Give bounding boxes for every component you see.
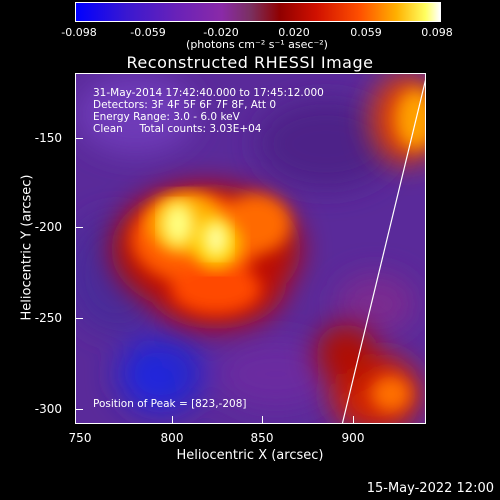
info-detectors: Detectors: 3F 4F 5F 6F 7F 8F, Att 0 (93, 99, 277, 111)
x-tickmark (262, 416, 263, 424)
y-axis-label: Heliocentric Y (arcsec) (19, 174, 35, 321)
colorbar-tick: -0.059 (130, 26, 166, 39)
colorbar-tick: 0.059 (350, 26, 382, 39)
x-tick-label: 850 (250, 431, 274, 445)
colorbar-tick: -0.020 (203, 26, 239, 39)
y-tickmark (75, 138, 83, 139)
colorbar-tick: 0.020 (278, 26, 310, 39)
info-peak-position: Position of Peak = [823,-208] (93, 398, 247, 410)
colorbar-tick: -0.098 (61, 26, 97, 39)
info-time-range: 31-May-2014 17:42:40.000 to 17:45:12.000 (93, 87, 324, 99)
colorbar-tick: 0.098 (421, 26, 453, 39)
y-tickmark (75, 318, 83, 319)
y-tick-label: -250 (34, 311, 62, 325)
image-canvas (76, 74, 425, 423)
limb-line (341, 79, 425, 423)
x-tick-label: 750 (68, 431, 92, 445)
y-tick-label: -150 (34, 131, 62, 145)
x-tickmark (353, 416, 354, 424)
y-tick-label: -300 (34, 402, 62, 416)
x-tickmark (172, 416, 173, 424)
plot-title: Reconstructed RHESSI Image (126, 53, 374, 72)
info-clean-counts: Clean Total counts: 3.03E+04 (93, 123, 262, 135)
y-tickmark (75, 227, 83, 228)
x-tick-label: 800 (160, 431, 184, 445)
x-tick-label: 900 (341, 431, 365, 445)
rhessi-image (75, 73, 426, 424)
generation-timestamp: 15-May-2022 12:00 (366, 481, 494, 496)
info-energy-range: Energy Range: 3.0 - 6.0 keV (93, 111, 240, 123)
colorbar (75, 2, 441, 22)
y-tick-label: -200 (34, 220, 62, 234)
colorbar-units: (photons cm⁻² s⁻¹ asec⁻²) (186, 38, 328, 51)
x-axis-label: Heliocentric X (arcsec) (176, 448, 324, 463)
y-tickmark (75, 409, 83, 410)
